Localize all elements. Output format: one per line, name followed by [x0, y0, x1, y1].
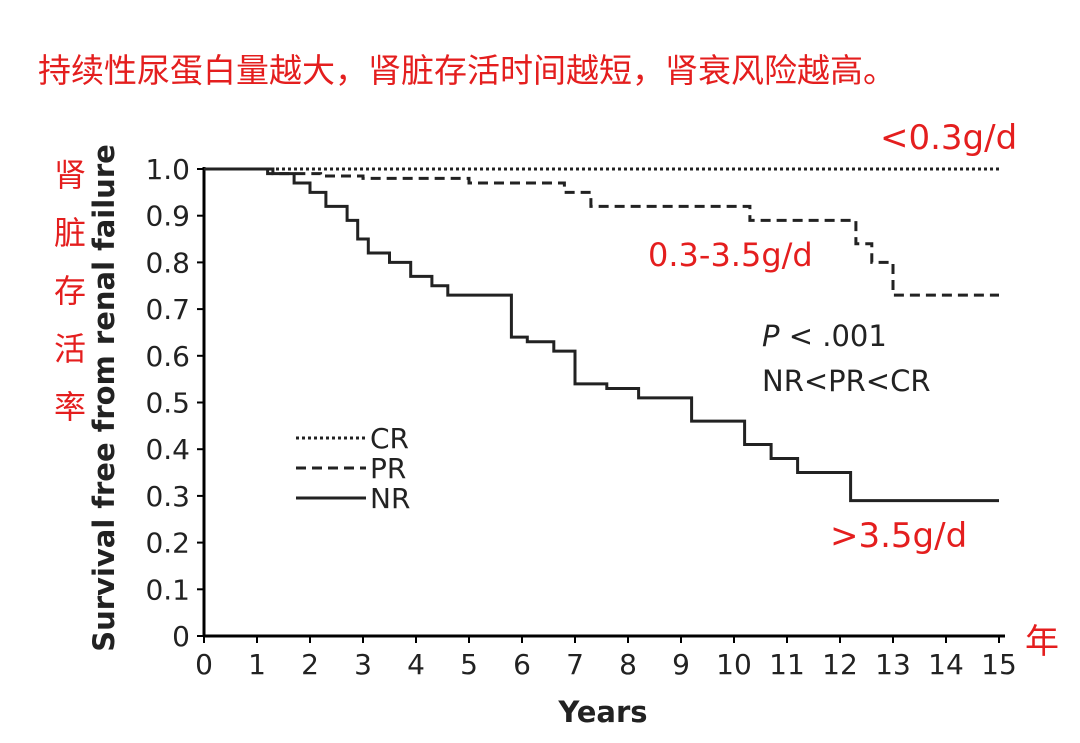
- side-label-char-4: 活: [53, 330, 86, 368]
- x-tick-label-5: 5: [460, 648, 478, 681]
- y-tick-label-0: 0: [172, 620, 190, 653]
- side-label-char-5: 率: [53, 388, 86, 426]
- y-tick-label-0.3: 0.3: [145, 480, 190, 513]
- annotation-cr: <0.3g/d: [880, 118, 1018, 158]
- y-tick-label-0.4: 0.4: [145, 433, 190, 466]
- side-label-char-2: 脏: [53, 214, 86, 252]
- y-tick-label-0.8: 0.8: [145, 246, 190, 279]
- annotation-nr: >3.5g/d: [830, 516, 968, 556]
- y-tick-label-0.5: 0.5: [145, 387, 190, 420]
- x-tick-label-10: 10: [716, 648, 752, 681]
- x-tick-label-12: 12: [822, 648, 858, 681]
- headline: 持续性尿蛋白量越大，肾脏存活时间越短，肾衰风险越高。: [38, 51, 896, 90]
- legend-label-cr: CR: [370, 422, 409, 455]
- x-tick-label-13: 13: [875, 648, 911, 681]
- series-line-pr: [204, 167, 999, 297]
- x-axis-title: Years: [557, 695, 647, 729]
- x-tick-label-7: 7: [566, 648, 584, 681]
- order-text: NR<PR<CR: [762, 364, 930, 398]
- p-symbol: P: [762, 319, 780, 353]
- x-tick-label-3: 3: [354, 648, 372, 681]
- p-text: < .001: [780, 319, 887, 353]
- y-tick-label-0.1: 0.1: [145, 573, 190, 606]
- x-tick-label-15: 15: [981, 648, 1017, 681]
- y-tick-label-1.0: 1.0: [145, 153, 190, 186]
- x-unit-label: 年: [1025, 622, 1059, 662]
- side-label-char-1: 肾: [53, 156, 86, 194]
- x-tick-label-2: 2: [301, 648, 319, 681]
- legend-label-pr: PR: [370, 452, 406, 485]
- x-tick-label-6: 6: [513, 648, 531, 681]
- x-tick-label-4: 4: [407, 648, 425, 681]
- y-tick-label-0.9: 0.9: [145, 200, 190, 233]
- x-tick-label-9: 9: [672, 648, 690, 681]
- x-tick-label-0: 0: [195, 648, 213, 681]
- side-label-char-3: 存: [53, 272, 86, 310]
- y-tick-label-0.7: 0.7: [145, 293, 190, 326]
- annotation-pr: 0.3-3.5g/d: [648, 236, 813, 274]
- x-tick-label-11: 11: [769, 648, 805, 681]
- y-tick-label-0.6: 0.6: [145, 340, 190, 373]
- y-axis-title: Survival free from renal failure: [87, 144, 121, 652]
- series-line-nr: [204, 167, 999, 503]
- p-value: P < .001: [762, 319, 887, 353]
- x-tick-label-14: 14: [928, 648, 964, 681]
- legend: CR PR NR: [296, 422, 410, 515]
- x-tick-label-1: 1: [248, 648, 266, 681]
- legend-label-nr: NR: [370, 482, 410, 515]
- y-tick-label-0.2: 0.2: [145, 527, 190, 560]
- x-tick-label-8: 8: [619, 648, 637, 681]
